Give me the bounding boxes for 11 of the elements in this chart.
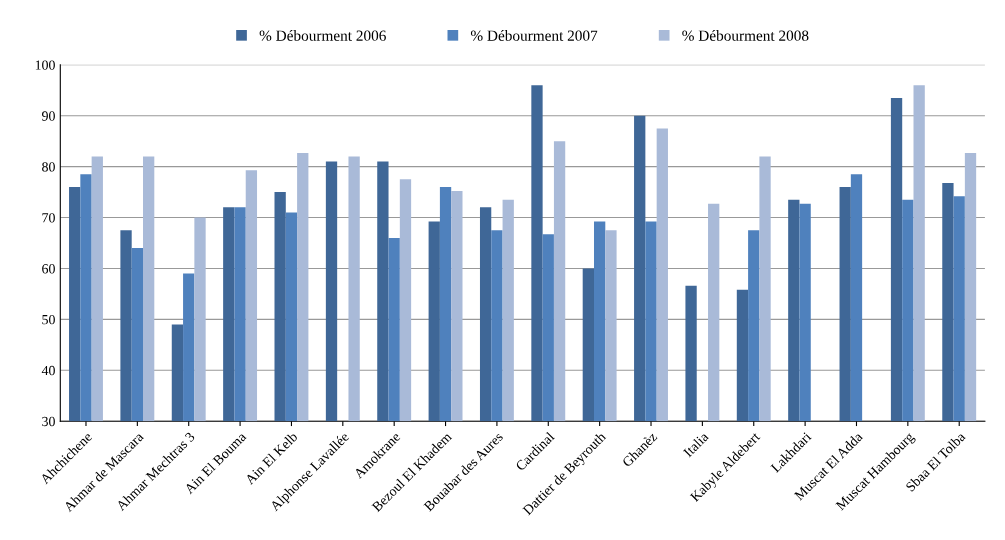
y-tick-label: 40 xyxy=(41,365,55,376)
y-tick-label: 70 xyxy=(42,213,55,223)
y-tick-label: 30 xyxy=(42,416,55,427)
legend-label: % Débourment 2006 xyxy=(259,30,386,41)
y-tick-label: 60 xyxy=(42,264,55,274)
legend-label: % Débourment 2008 xyxy=(682,30,809,41)
y-tick-label: 80 xyxy=(42,162,55,172)
y-tick-label: 90 xyxy=(42,111,55,121)
y-tick-label: 100 xyxy=(35,60,55,70)
y-tick-label: 50 xyxy=(42,314,55,325)
legend-label: % Débourment 2007 xyxy=(470,30,598,41)
